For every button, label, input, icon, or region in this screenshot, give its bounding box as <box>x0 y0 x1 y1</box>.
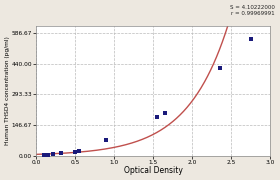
Point <box>51 152 55 155</box>
X-axis label: Optical Density: Optical Density <box>124 166 183 175</box>
Point <box>73 150 77 153</box>
Point <box>59 152 63 154</box>
Point <box>104 139 109 141</box>
Point <box>46 153 50 156</box>
Point <box>155 116 159 118</box>
Text: S = 4.10222000
r = 0.99969991: S = 4.10222000 r = 0.99969991 <box>230 5 274 16</box>
Point <box>42 154 46 156</box>
Point <box>77 150 81 152</box>
Point <box>218 67 222 69</box>
Y-axis label: Human THSD4 concentration (pg/ml): Human THSD4 concentration (pg/ml) <box>5 37 10 145</box>
Point <box>163 111 167 114</box>
Point <box>249 37 253 40</box>
